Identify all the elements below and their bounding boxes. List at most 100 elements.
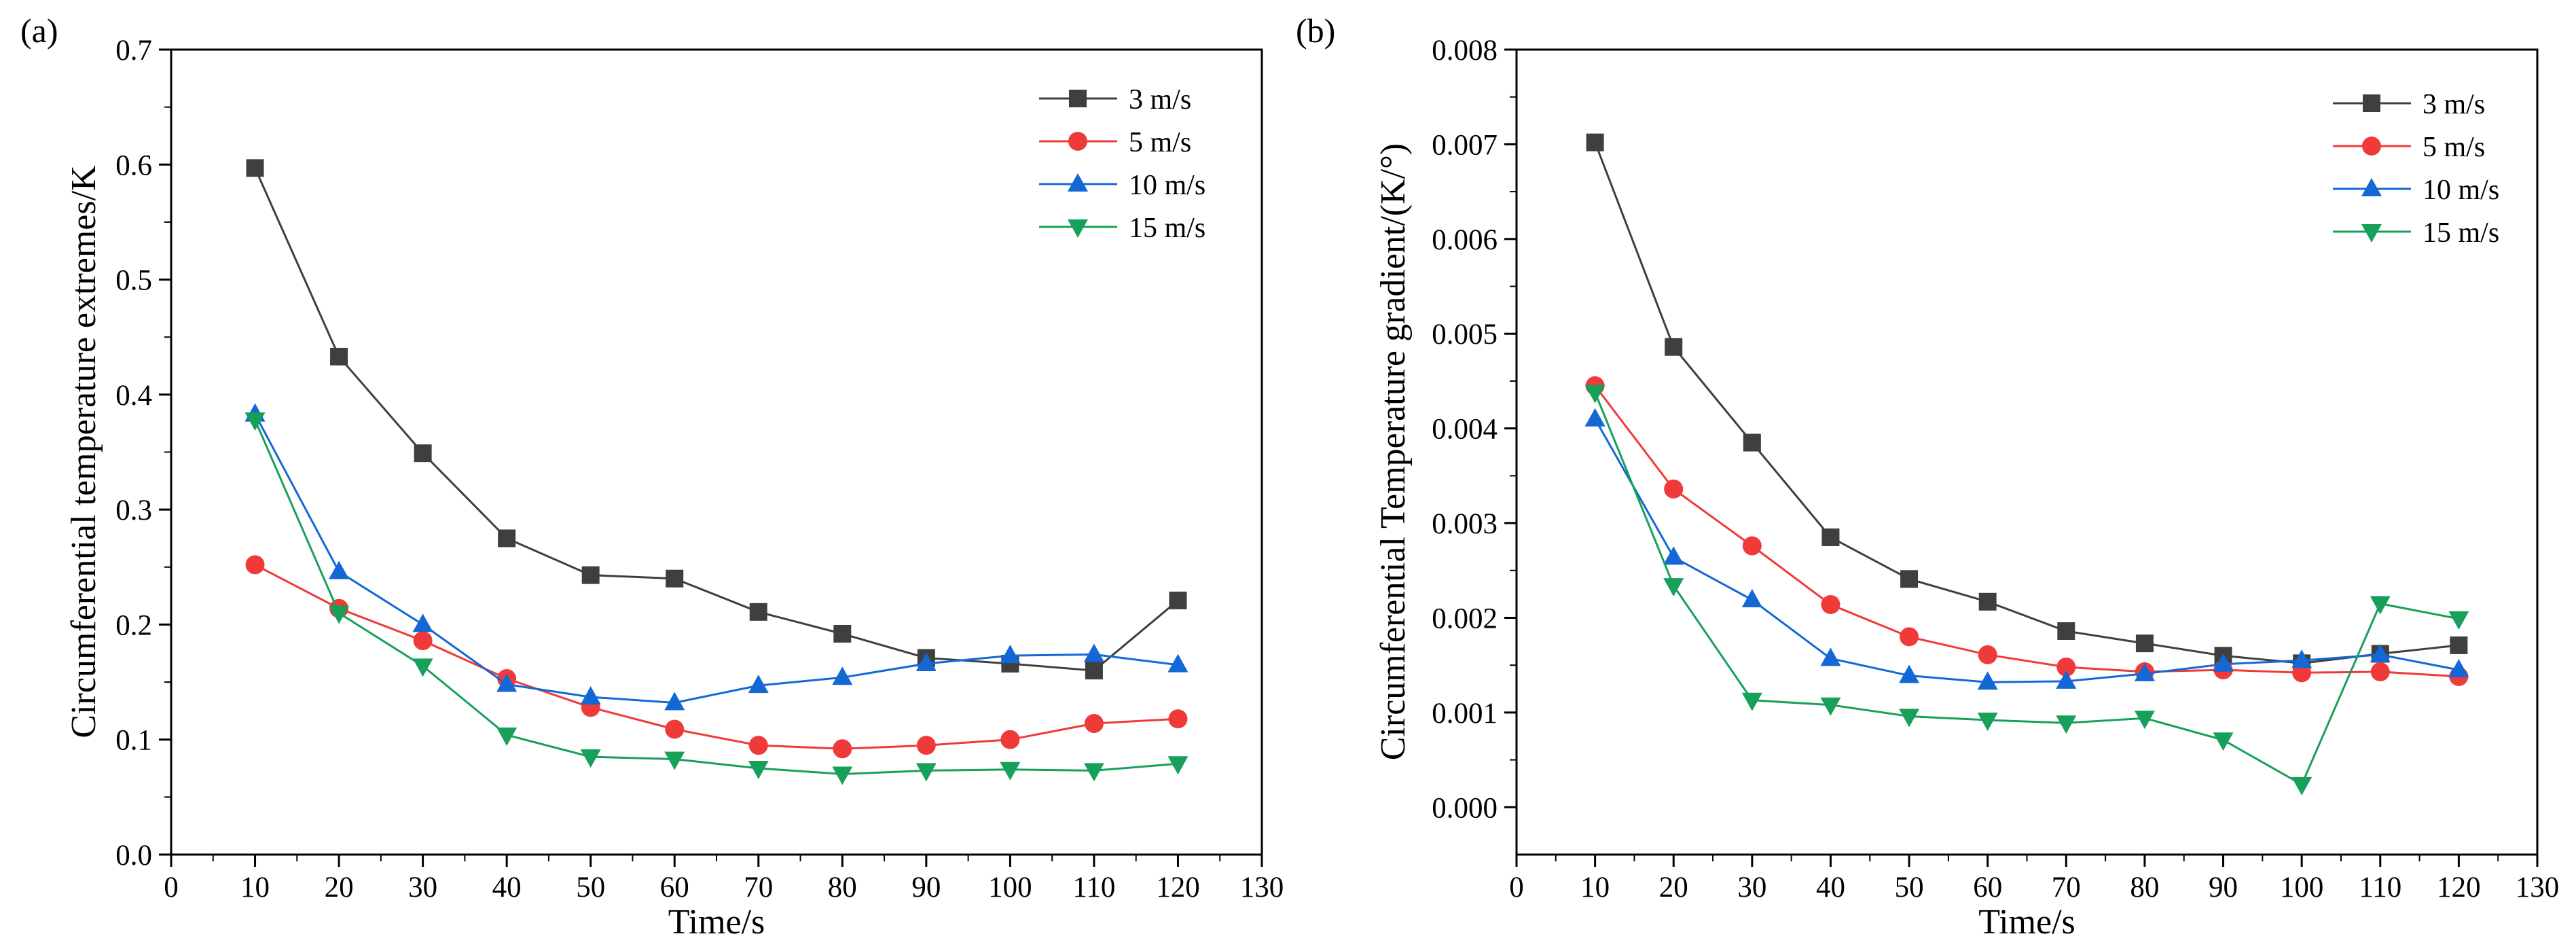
data-point	[748, 736, 768, 755]
y-tick-label: 0.3	[115, 495, 152, 526]
data-point	[664, 692, 685, 711]
data-point	[2448, 659, 2469, 678]
legend-marker	[1068, 132, 1087, 151]
x-tick-label: 100	[988, 872, 1032, 903]
y-tick-label: 0.7	[115, 35, 152, 67]
data-point	[412, 613, 433, 632]
data-point	[1584, 408, 1606, 427]
panel-label: (a)	[20, 12, 58, 50]
data-point	[2134, 662, 2155, 681]
legend-label: 10 m/s	[2423, 175, 2499, 206]
y-axis-title: Circumferential temperature extremes/K	[65, 165, 103, 738]
data-point	[2057, 622, 2075, 640]
data-point	[1584, 384, 1606, 404]
legend-label: 5 m/s	[1129, 127, 1191, 158]
data-point	[496, 727, 518, 746]
data-point	[1900, 570, 1919, 588]
data-point	[246, 159, 264, 177]
data-point	[1821, 528, 1840, 546]
data-point	[2291, 649, 2312, 668]
data-point	[2056, 715, 2077, 734]
data-point	[1977, 713, 1998, 732]
legend-marker	[2363, 94, 2380, 112]
series-line	[1594, 418, 2459, 683]
series-line	[1594, 384, 2459, 678]
data-point	[329, 560, 350, 579]
data-point	[1899, 664, 1920, 683]
x-tick-label: 20	[1659, 872, 1688, 903]
x-tick-label: 90	[911, 872, 941, 903]
data-point	[1167, 653, 1189, 673]
legend-marker	[2362, 137, 2381, 156]
data-point	[1083, 763, 1104, 782]
panel-label: (b)	[1296, 12, 1335, 50]
x-tick-label: 40	[1816, 872, 1845, 903]
data-point	[2450, 636, 2468, 654]
x-tick-label: 60	[660, 872, 689, 903]
legend-marker	[2361, 224, 2382, 243]
data-point	[2056, 657, 2076, 677]
x-tick-label: 70	[2052, 872, 2081, 903]
data-point	[2370, 662, 2390, 681]
data-point	[2448, 611, 2469, 630]
data-point	[665, 719, 685, 739]
data-point	[1820, 647, 1841, 666]
legend-label: 10 m/s	[1129, 170, 1205, 201]
y-tick-label: 0.000	[1432, 792, 1498, 824]
data-point	[414, 444, 432, 463]
data-point	[1742, 536, 1762, 556]
data-point	[2213, 653, 2234, 672]
data-point	[1083, 643, 1104, 662]
data-point	[666, 569, 684, 588]
y-tick-label: 0.002	[1432, 603, 1498, 634]
legend-label: 3 m/s	[1129, 84, 1191, 115]
y-tick-label: 0.008	[1432, 35, 1498, 67]
x-tick-label: 30	[408, 872, 437, 903]
data-point	[1821, 594, 1840, 614]
x-tick-label: 60	[1973, 872, 2002, 903]
series-10-m-s	[1584, 408, 2469, 690]
series-10-m-s	[244, 403, 1189, 711]
x-tick-label: 110	[1072, 872, 1115, 903]
data-point	[915, 763, 937, 782]
y-tick-label: 0.0	[115, 840, 152, 872]
x-tick-label: 80	[2130, 872, 2159, 903]
legend-label: 15 m/s	[2423, 217, 2499, 249]
series-line	[1594, 142, 2459, 664]
data-point	[1743, 433, 1761, 452]
data-point	[2370, 596, 2391, 615]
series-line	[254, 419, 1178, 776]
x-tick-label: 130	[1240, 872, 1284, 903]
series-line	[254, 564, 1178, 750]
y-tick-label: 0.005	[1432, 319, 1498, 351]
y-tick-label: 0.6	[115, 149, 152, 181]
data-point	[748, 675, 769, 694]
data-point	[1741, 588, 1762, 607]
legend-label: 5 m/s	[2423, 132, 2485, 163]
data-point	[2292, 663, 2312, 683]
data-point	[748, 761, 769, 780]
data-point	[1000, 645, 1021, 664]
x-tick-label: 80	[828, 872, 857, 903]
data-point	[749, 603, 767, 621]
series-line	[254, 413, 1178, 704]
data-point	[330, 347, 348, 365]
series-15-m-s	[244, 412, 1189, 785]
data-point	[1664, 479, 1684, 499]
x-tick-label: 30	[1737, 872, 1766, 903]
data-point	[581, 566, 600, 584]
y-tick-label: 0.1	[115, 725, 152, 757]
data-point	[1169, 591, 1187, 609]
data-point	[833, 739, 852, 759]
x-axis-title: Time/s	[1978, 903, 2075, 942]
series-line	[254, 167, 1179, 672]
legend-marker	[1068, 173, 1088, 192]
data-point	[1663, 546, 1684, 565]
x-tick-label: 130	[2516, 872, 2560, 903]
data-point	[1900, 627, 1919, 647]
data-point	[1977, 671, 1998, 690]
data-point	[245, 555, 265, 575]
legend-marker	[2361, 178, 2382, 196]
series-5-m-s	[1585, 376, 2469, 686]
